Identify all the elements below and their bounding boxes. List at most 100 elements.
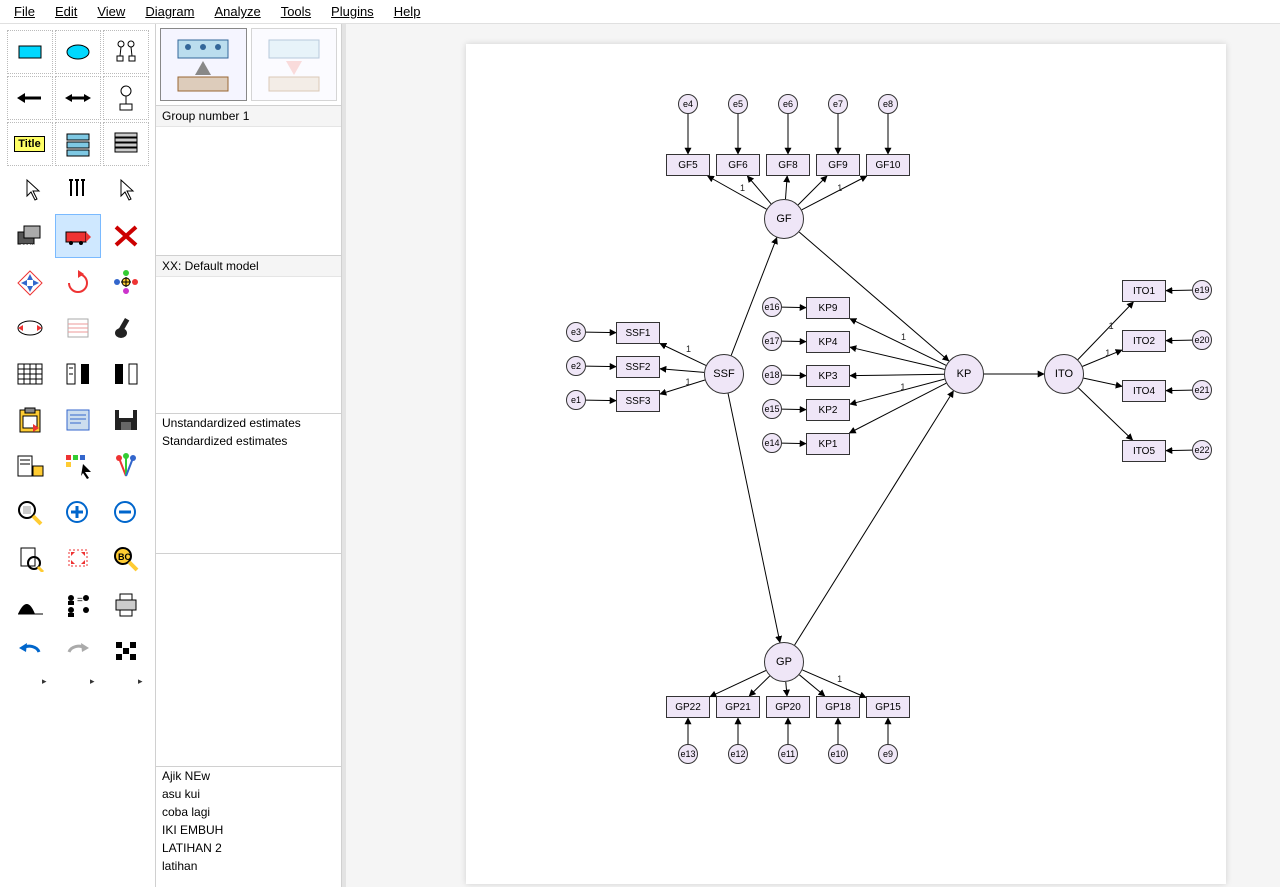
latent-node-SSF[interactable]: SSF [704, 354, 744, 394]
menu-help[interactable]: Help [384, 1, 431, 22]
obs-node-ITO1[interactable]: ITO1 [1122, 280, 1166, 302]
tool-specification-search[interactable] [103, 628, 149, 672]
tool-object-properties[interactable] [7, 444, 53, 488]
obs-node-SSF1[interactable]: SSF1 [616, 322, 660, 344]
err-node-e9[interactable]: e9 [878, 744, 898, 764]
tool-scroll[interactable] [55, 306, 101, 350]
tool-tiny-3[interactable]: ▸ [103, 674, 149, 688]
obs-node-GP22[interactable]: GP22 [666, 696, 710, 718]
diagram-page[interactable]: GFSSFKPITOGPGF5GF6GF8GF9GF10SSF1SSF2SSF3… [466, 44, 1226, 884]
tool-rectangle[interactable] [7, 30, 53, 74]
tool-rotate[interactable] [55, 260, 101, 304]
tool-deselect-all[interactable] [103, 168, 149, 212]
panel-files[interactable]: Ajik NEw asu kui coba lagi IKI EMBUH LAT… [156, 767, 341, 887]
tool-zoom-page[interactable] [7, 536, 53, 580]
obs-node-GP21[interactable]: GP21 [716, 696, 760, 718]
err-node-e14[interactable]: e14 [762, 433, 782, 453]
err-node-e8[interactable]: e8 [878, 94, 898, 114]
obs-node-KP1[interactable]: KP1 [806, 433, 850, 455]
obs-node-GF9[interactable]: GF9 [816, 154, 860, 176]
err-node-e4[interactable]: e4 [678, 94, 698, 114]
obs-node-ITO4[interactable]: ITO4 [1122, 380, 1166, 402]
obs-node-ITO2[interactable]: ITO2 [1122, 330, 1166, 352]
obs-node-GF8[interactable]: GF8 [766, 154, 810, 176]
tool-save[interactable] [103, 398, 149, 442]
err-node-e5[interactable]: e5 [728, 94, 748, 114]
obs-node-SSF3[interactable]: SSF3 [616, 390, 660, 412]
tool-covariance-arrow[interactable] [55, 76, 101, 120]
file-item[interactable]: asu kui [156, 785, 341, 803]
tool-fit-page[interactable] [55, 536, 101, 580]
tool-erase[interactable] [103, 214, 149, 258]
tool-zoom-out[interactable] [103, 490, 149, 534]
tool-title[interactable]: Title [7, 122, 53, 166]
tool-multigroup[interactable]: = [55, 582, 101, 626]
file-item[interactable]: LATIHAN 2 [156, 839, 341, 857]
tool-reflect[interactable] [103, 260, 149, 304]
file-item[interactable]: coba lagi [156, 803, 341, 821]
tool-data-files[interactable] [7, 352, 53, 396]
menu-file[interactable]: File [4, 1, 45, 22]
tool-move-param[interactable] [7, 306, 53, 350]
canvas[interactable]: GFSSFKPITOGPGF5GF6GF8GF9GF10SSF1SSF2SSF3… [342, 24, 1280, 887]
err-node-e6[interactable]: e6 [778, 94, 798, 114]
tool-list-variables[interactable] [55, 122, 101, 166]
err-node-e2[interactable]: e2 [566, 356, 586, 376]
estimate-standardized[interactable]: Standardized estimates [156, 432, 341, 450]
tool-undo[interactable] [7, 628, 53, 672]
latent-node-GF[interactable]: GF [764, 199, 804, 239]
menu-tools[interactable]: Tools [271, 1, 321, 22]
file-item[interactable]: IKI EMBUH [156, 821, 341, 839]
tool-tiny-2[interactable]: ▸ [55, 674, 101, 688]
obs-node-ITO5[interactable]: ITO5 [1122, 440, 1166, 462]
groups-header[interactable]: Group number 1 [156, 106, 341, 127]
thumb-output-path[interactable] [251, 28, 338, 101]
err-node-e7[interactable]: e7 [828, 94, 848, 114]
tool-touch-up[interactable] [103, 306, 149, 350]
err-node-e1[interactable]: e1 [566, 390, 586, 410]
estimate-unstandardized[interactable]: Unstandardized estimates [156, 414, 341, 432]
tool-list-dataset[interactable] [103, 122, 149, 166]
obs-node-KP9[interactable]: KP9 [806, 297, 850, 319]
err-node-e12[interactable]: e12 [728, 744, 748, 764]
menu-view[interactable]: View [87, 1, 135, 22]
file-item[interactable]: latihan [156, 857, 341, 875]
menu-analyze[interactable]: Analyze [204, 1, 270, 22]
tool-bayesian[interactable] [7, 582, 53, 626]
thumb-input-path[interactable] [160, 28, 247, 101]
latent-node-ITO[interactable]: ITO [1044, 354, 1084, 394]
err-node-e15[interactable]: e15 [762, 399, 782, 419]
tool-drag-properties[interactable] [55, 444, 101, 488]
tool-latent-indicator[interactable] [103, 30, 149, 74]
err-node-e19[interactable]: e19 [1192, 280, 1212, 300]
menu-plugins[interactable]: Plugins [321, 1, 384, 22]
file-item[interactable]: Ajik NEw [156, 767, 341, 785]
err-node-e16[interactable]: e16 [762, 297, 782, 317]
tool-redo[interactable] [55, 628, 101, 672]
latent-node-KP[interactable]: KP [944, 354, 984, 394]
obs-node-GF6[interactable]: GF6 [716, 154, 760, 176]
err-node-e13[interactable]: e13 [678, 744, 698, 764]
tool-ellipse[interactable] [55, 30, 101, 74]
tool-analysis-properties[interactable] [55, 352, 101, 396]
tool-select-all[interactable] [55, 168, 101, 212]
obs-node-GP20[interactable]: GP20 [766, 696, 810, 718]
obs-node-KP2[interactable]: KP2 [806, 399, 850, 421]
obs-node-GF10[interactable]: GF10 [866, 154, 910, 176]
err-node-e20[interactable]: e20 [1192, 330, 1212, 350]
obs-node-KP3[interactable]: KP3 [806, 365, 850, 387]
err-node-e10[interactable]: e10 [828, 744, 848, 764]
tool-shape-change[interactable] [7, 260, 53, 304]
latent-node-GP[interactable]: GP [764, 642, 804, 682]
err-node-e21[interactable]: e21 [1192, 380, 1212, 400]
obs-node-KP4[interactable]: KP4 [806, 331, 850, 353]
tool-zoom-in[interactable] [55, 490, 101, 534]
tool-loupe[interactable]: BC [103, 536, 149, 580]
tool-calculate[interactable] [103, 352, 149, 396]
err-node-e11[interactable]: e11 [778, 744, 798, 764]
tool-copy-clipboard[interactable] [7, 398, 53, 442]
tool-zoom-select[interactable] [7, 490, 53, 534]
tool-tiny-1[interactable]: ▸ [7, 674, 53, 688]
obs-node-SSF2[interactable]: SSF2 [616, 356, 660, 378]
tool-preserve-symmetry[interactable] [103, 444, 149, 488]
